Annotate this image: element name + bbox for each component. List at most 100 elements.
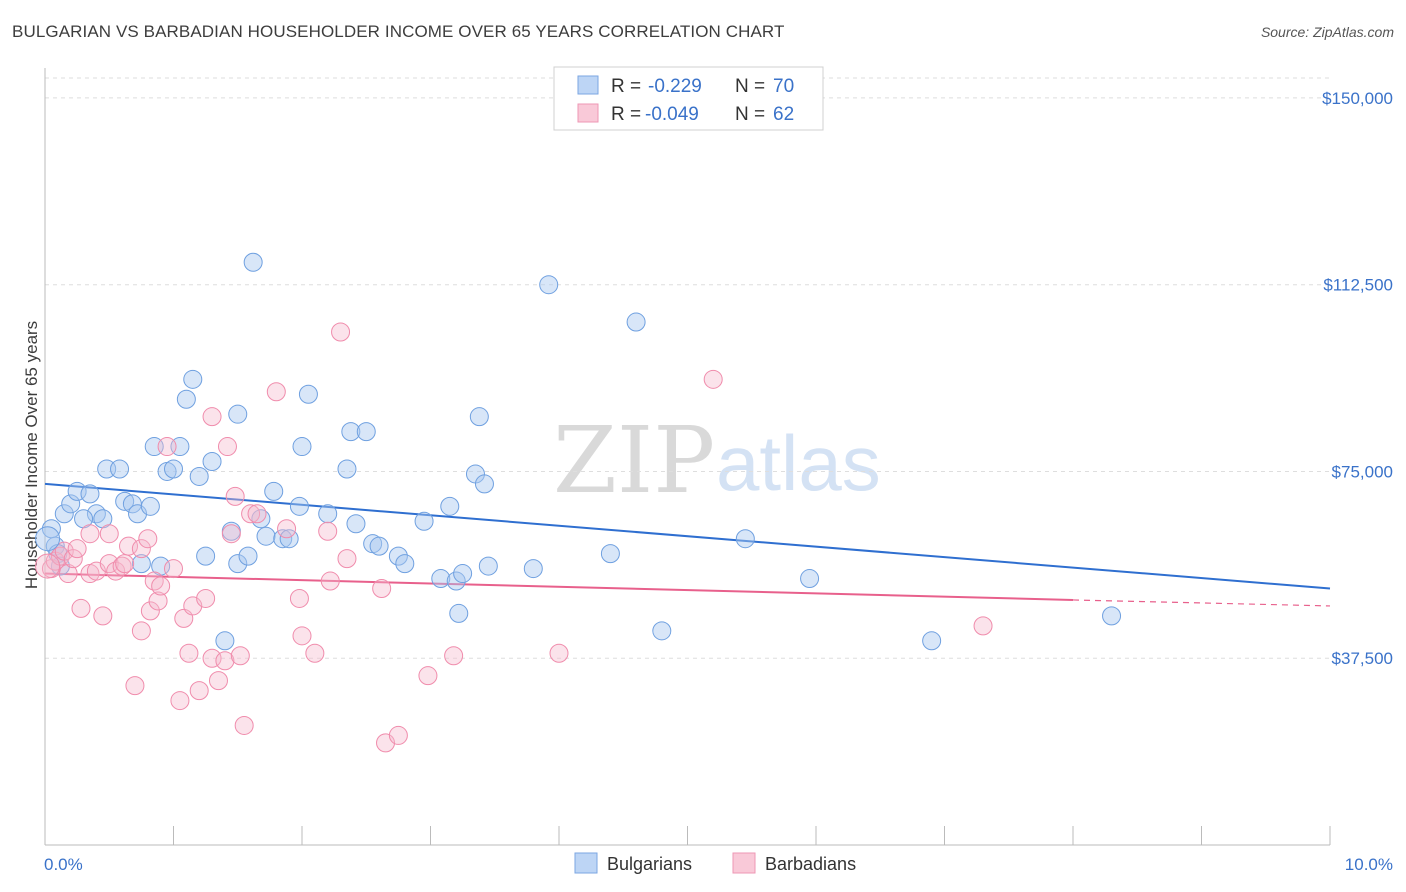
point-barbadians: [331, 322, 351, 342]
point-barbadians: [140, 601, 160, 621]
point-barbadians: [418, 666, 438, 686]
point-barbadians: [973, 616, 993, 636]
point-bulgarians: [356, 422, 376, 442]
point-bulgarians: [369, 536, 389, 556]
point-bulgarians: [318, 504, 338, 524]
point-barbadians: [71, 598, 91, 618]
point-barbadians: [549, 643, 569, 663]
point-barbadians: [115, 554, 135, 574]
point-barbadians: [444, 646, 464, 666]
point-barbadians: [138, 529, 158, 549]
point-bulgarians: [80, 484, 100, 504]
bottom-legend-bulgarians: Bulgarians: [607, 854, 692, 874]
trend-lines: [44, 482, 1331, 607]
point-bulgarians: [61, 494, 81, 514]
point-bulgarians: [446, 571, 466, 591]
legend-r-value-1: -0.229: [648, 76, 702, 97]
point-bulgarians: [449, 603, 469, 623]
point-bulgarians: [251, 509, 271, 529]
point-bulgarians: [298, 384, 318, 404]
point-barbadians: [63, 549, 83, 569]
point-barbadians: [241, 504, 261, 524]
point-bulgarians: [414, 511, 434, 531]
bottom-legend-swatch-barbadians: [732, 852, 756, 874]
point-bulgarians: [346, 514, 366, 534]
point-bulgarians: [292, 437, 312, 457]
x-tick-labels: 0.0% 10.0%: [44, 855, 1393, 874]
point-barbadians: [179, 643, 199, 663]
point-barbadians: [215, 651, 235, 671]
point-barbadians: [217, 437, 237, 457]
point-bulgarians-cluster: [35, 526, 61, 552]
point-bulgarians: [626, 312, 646, 332]
point-bulgarians: [243, 252, 263, 272]
legend-swatch-barbadians: [577, 103, 599, 123]
point-barbadians: [208, 671, 228, 691]
bottom-legend-swatch-bulgarians: [574, 852, 598, 874]
point-bulgarians: [1102, 606, 1122, 626]
point-barbadians: [225, 486, 245, 506]
point-bulgarians: [474, 474, 494, 494]
point-bulgarians: [86, 504, 106, 524]
x-tick-label-min: 0.0%: [44, 855, 83, 874]
legend-r-label-2: R =: [611, 104, 641, 125]
point-bulgarians: [115, 491, 135, 511]
legend-r-label-1: R =: [611, 76, 641, 97]
point-barbadians: [266, 382, 286, 402]
point-barbadians: [144, 571, 164, 591]
series-legend: Bulgarians Barbadians: [574, 852, 856, 874]
point-bulgarians: [440, 496, 460, 516]
point-bulgarians: [922, 631, 942, 651]
point-barbadians: [58, 564, 78, 584]
chart-title: BULGARIAN VS BARBADIAN HOUSEHOLDER INCOM…: [12, 22, 785, 41]
point-barbadians: [148, 591, 168, 611]
point-bulgarians: [131, 554, 151, 574]
point-bulgarians: [453, 564, 473, 584]
point-bulgarians: [215, 631, 235, 651]
point-barbadians: [230, 646, 250, 666]
point-bulgarians: [196, 546, 216, 566]
point-bulgarians: [341, 422, 361, 442]
axes: [44, 68, 1331, 846]
point-bulgarians: [539, 275, 559, 295]
point-barbadians: [318, 521, 338, 541]
point-bulgarians: [652, 621, 672, 641]
point-barbadians: [99, 524, 119, 544]
y-tick-label: $75,000: [1332, 462, 1393, 481]
point-barbadians: [189, 681, 209, 701]
point-barbadians: [196, 588, 216, 608]
point-barbadians: [703, 369, 723, 389]
point-bulgarians: [228, 404, 248, 424]
trend-line-barbadians: [44, 572, 1074, 601]
point-barbadians: [320, 571, 340, 591]
point-bulgarians: [189, 466, 209, 486]
point-bulgarians: [289, 496, 309, 516]
point-barbadians: [131, 539, 151, 559]
point-barbadians: [93, 606, 113, 626]
point-barbadians: [67, 539, 87, 559]
legend-n-label-2: N =: [735, 104, 765, 125]
trend-line-bulgarians: [44, 482, 1331, 590]
point-bulgarians: [238, 546, 258, 566]
point-bulgarians: [800, 569, 820, 589]
point-bulgarians: [735, 529, 755, 549]
point-barbadians: [131, 621, 151, 641]
point-barbadians: [170, 691, 190, 711]
point-barbadians: [164, 559, 183, 579]
legend-n-value-2: 62: [773, 104, 794, 125]
point-barbadians: [292, 626, 312, 646]
point-barbadians: [80, 524, 100, 544]
point-barbadians: [221, 524, 241, 544]
x-tick-label-max: 10.0%: [1345, 855, 1393, 874]
point-barbadians: [305, 643, 325, 663]
point-barbadians: [277, 519, 297, 539]
point-bulgarians: [228, 554, 248, 574]
point-bulgarians: [395, 554, 415, 574]
point-barbadians: [202, 407, 222, 427]
point-bulgarians: [264, 481, 284, 501]
point-bulgarians: [164, 459, 183, 479]
point-barbadians: [388, 725, 408, 745]
point-bulgarians: [110, 459, 130, 479]
point-bulgarians: [183, 369, 203, 389]
point-barbadians-cluster: [35, 553, 61, 579]
